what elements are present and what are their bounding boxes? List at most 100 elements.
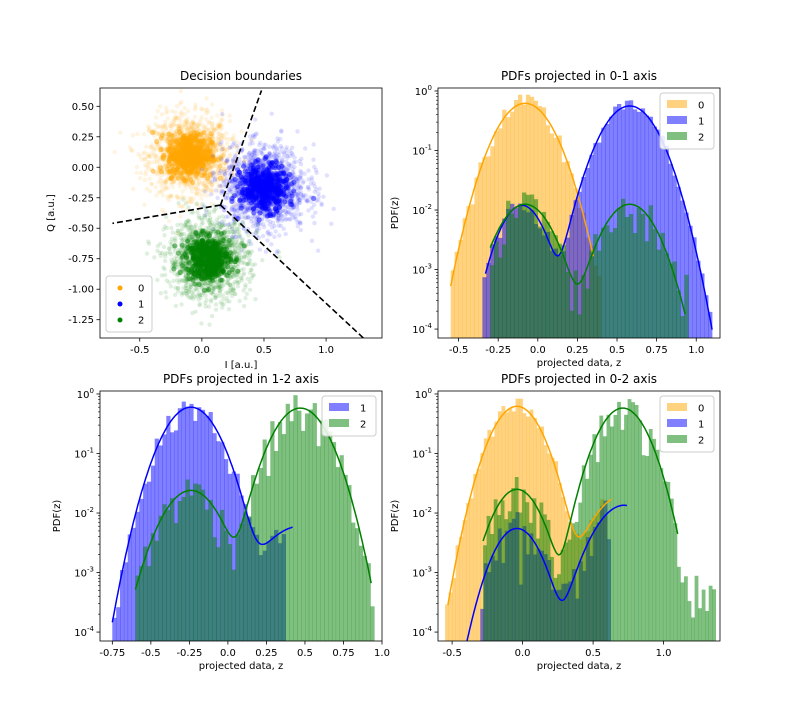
- scatter-point: [231, 133, 236, 138]
- scatter-point: [221, 302, 226, 307]
- scatter-point: [241, 197, 247, 203]
- scatter-point: [246, 233, 251, 238]
- scatter-point: [214, 218, 219, 223]
- scatter-point: [179, 113, 185, 118]
- scatter-point: [247, 239, 253, 244]
- scatter-point: [251, 210, 257, 216]
- scatter-point: [182, 164, 188, 170]
- scatter-point: [324, 173, 330, 178]
- scatter-point: [251, 185, 257, 191]
- scatter-point: [208, 217, 213, 223]
- scatter-point: [176, 126, 182, 131]
- scatter-point: [162, 233, 167, 238]
- scatter-point: [246, 197, 252, 203]
- scatter-point: [145, 159, 151, 165]
- scatter-point: [216, 188, 222, 194]
- scatter-point: [224, 131, 229, 136]
- scatter-point: [175, 194, 180, 199]
- scatter-point: [215, 141, 221, 146]
- scatter-point: [191, 122, 197, 127]
- scatter-point: [217, 140, 222, 145]
- scatter-point: [149, 151, 155, 156]
- scatter-point: [228, 152, 233, 157]
- scatter-panel: -0.5 0.0 0.5 1.00.500.250.00-0.25-0.50-0.75…: [46, 69, 383, 371]
- scatter-point: [316, 194, 321, 199]
- scatter-point: [310, 214, 316, 219]
- scatter-point: [188, 295, 193, 301]
- scatter-point: [219, 140, 224, 145]
- scatter-point: [224, 170, 230, 176]
- scatter-point: [231, 202, 237, 208]
- scatter-point: [158, 189, 163, 195]
- scatter-point: [262, 224, 267, 230]
- scatter-point: [180, 189, 185, 194]
- scatter-point: [173, 110, 178, 115]
- scatter-point: [209, 120, 215, 126]
- scatter-point: [134, 170, 139, 175]
- scatter-point: [210, 292, 215, 297]
- scatter-point: [173, 128, 179, 134]
- scatter-point: [154, 160, 160, 165]
- scatter-point: [145, 124, 151, 129]
- scatter-point: [214, 172, 219, 177]
- scatter-point: [204, 96, 209, 101]
- scatter-point: [242, 179, 249, 185]
- scatter-point: [217, 168, 223, 173]
- scatter-point: [227, 154, 232, 159]
- scatter-point: [154, 138, 160, 144]
- scatter-point: [147, 160, 152, 165]
- scatter-point: [212, 127, 217, 132]
- scatter-point: [230, 137, 235, 142]
- scatter-point: [169, 193, 174, 198]
- scatter-point: [208, 165, 213, 171]
- scatter-point: [199, 106, 204, 111]
- scatter-point: [165, 177, 170, 183]
- scatter-point: [220, 146, 225, 152]
- scatter-point: [213, 163, 218, 169]
- scatter-point: [172, 121, 177, 127]
- scatter-point: [218, 126, 223, 132]
- scatter-point: [192, 114, 197, 120]
- scatter-point: [241, 159, 247, 164]
- scatter-point: [148, 145, 153, 150]
- scatter-point: [178, 126, 183, 131]
- scatter-point: [188, 134, 194, 140]
- scatter-point: [241, 303, 247, 309]
- scatter-point: [156, 124, 161, 129]
- scatter-point: [204, 124, 209, 129]
- scatter-point: [200, 122, 205, 128]
- scatter-point: [221, 175, 227, 181]
- scatter-point: [278, 170, 284, 176]
- scatter-point: [146, 154, 151, 159]
- scatter-point: [216, 167, 221, 173]
- scatter-point: [185, 120, 191, 125]
- scatter-point: [295, 185, 300, 191]
- scatter-point: [237, 298, 242, 304]
- scatter-point: [186, 123, 191, 128]
- scatter-point: [187, 184, 193, 189]
- scatter-point: [220, 134, 225, 139]
- scatter-point: [260, 233, 266, 239]
- scatter-point: [209, 124, 215, 129]
- scatter-point: [168, 194, 173, 199]
- scatter-point: [214, 148, 219, 153]
- scatter-point: [189, 120, 194, 125]
- scatter-point: [153, 155, 158, 161]
- scatter-point: [142, 150, 147, 155]
- scatter-point: [160, 132, 166, 138]
- scatter-point: [205, 133, 210, 138]
- scatter-point: [185, 126, 190, 132]
- scatter-point: [255, 180, 261, 186]
- scatter-point: [247, 287, 253, 292]
- scatter-point: [155, 158, 160, 163]
- scatter-point: [217, 136, 222, 141]
- scatter-point: [224, 168, 229, 173]
- scatter-point: [177, 101, 183, 107]
- scatter-point: [203, 300, 208, 306]
- scatter-point: [163, 179, 168, 184]
- scatter-point: [173, 292, 178, 297]
- scatter-point: [181, 197, 186, 202]
- scatter-point: [162, 258, 168, 264]
- scatter-point: [175, 222, 180, 228]
- scatter-point: [197, 188, 202, 194]
